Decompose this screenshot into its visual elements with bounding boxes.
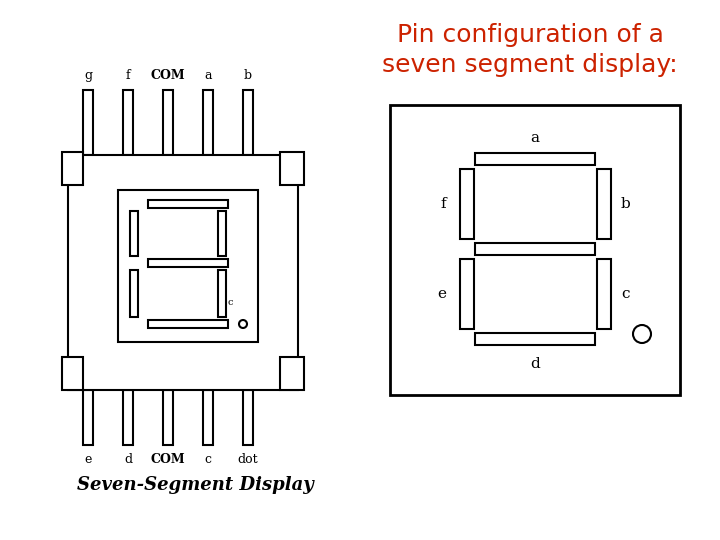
Bar	[203, 390, 213, 445]
Bar	[118, 190, 258, 342]
Bar	[130, 211, 138, 256]
Text: a: a	[531, 131, 539, 145]
Bar	[475, 243, 595, 255]
Text: Pin configuration of a: Pin configuration of a	[397, 23, 663, 47]
Bar	[83, 90, 93, 155]
Text: e: e	[437, 287, 446, 301]
Text: d: d	[124, 453, 132, 466]
Bar	[148, 320, 228, 328]
Text: b: b	[621, 197, 631, 211]
Text: dot: dot	[238, 453, 258, 466]
Bar	[148, 259, 228, 267]
Bar	[280, 152, 304, 185]
Bar	[475, 333, 595, 345]
Bar	[148, 200, 228, 208]
Text: c: c	[228, 299, 233, 307]
Bar	[218, 270, 226, 317]
Text: a: a	[204, 69, 212, 82]
Text: f: f	[126, 69, 130, 82]
Bar	[460, 169, 474, 239]
Bar	[475, 153, 595, 165]
Text: e: e	[84, 453, 91, 466]
Bar	[597, 259, 611, 329]
Text: seven segment display:: seven segment display:	[382, 53, 678, 77]
Bar	[390, 105, 680, 395]
Text: f: f	[441, 197, 446, 211]
Bar	[62, 357, 83, 390]
Text: Seven-Segment Display: Seven-Segment Display	[76, 476, 313, 494]
Bar	[243, 90, 253, 155]
Text: COM: COM	[150, 453, 185, 466]
Bar	[83, 390, 93, 445]
Bar	[163, 90, 173, 155]
Text: b: b	[244, 69, 252, 82]
Bar	[163, 390, 173, 445]
Bar	[280, 357, 304, 390]
Text: g: g	[530, 242, 540, 256]
Bar	[130, 270, 138, 317]
Text: COM: COM	[150, 69, 185, 82]
Bar	[460, 259, 474, 329]
Bar	[218, 211, 226, 256]
Bar	[597, 169, 611, 239]
Text: d: d	[530, 357, 540, 371]
Bar	[123, 90, 133, 155]
Text: c: c	[204, 453, 212, 466]
Bar	[62, 152, 83, 185]
Text: c: c	[621, 287, 629, 301]
Text: g: g	[84, 69, 92, 82]
Bar	[123, 390, 133, 445]
Bar	[68, 155, 298, 390]
Bar	[243, 390, 253, 445]
Bar	[203, 90, 213, 155]
